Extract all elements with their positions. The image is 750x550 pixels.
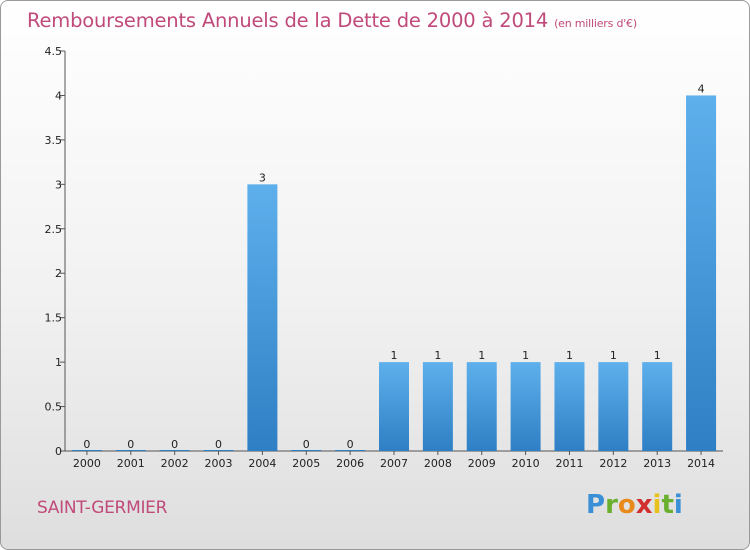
bar-value-label: 3 [259,171,266,184]
x-tick-label: 2004 [248,457,276,470]
bar [115,450,146,451]
bar [159,450,190,451]
x-tick-label: 2003 [205,457,233,470]
x-tick-label: 2000 [73,457,101,470]
y-tick-label: 0.5 [45,401,63,414]
bar-value-label: 0 [303,438,310,451]
bar [291,450,322,451]
x-tick-label: 2001 [117,457,145,470]
bar [422,362,453,451]
bar-value-label: 0 [171,438,178,451]
y-tick-label: 4 [55,89,62,102]
bar-value-label: 1 [391,349,398,362]
x-tick-label: 2013 [643,457,671,470]
y-tick-label: 1.5 [45,312,63,325]
x-tick-label: 2012 [599,457,627,470]
logo-letter: i [652,490,662,520]
bar [642,362,673,451]
bar-value-label: 1 [522,349,529,362]
chart-unit: (en milliers d'€) [554,17,637,30]
bar-value-label: 1 [434,349,441,362]
y-tick-label: 0 [55,445,62,458]
logo-letter: t [661,490,674,520]
y-tick-label: 4.5 [45,45,63,58]
logo-letter: x [635,490,653,520]
chart-title: Remboursements Annuels de la Dette de 20… [27,9,637,32]
y-tick-label: 2.5 [45,223,63,236]
y-tick-label: 3.5 [45,134,63,147]
y-tick-label: 3 [55,178,62,191]
x-tick-label: 2009 [468,457,496,470]
x-tick-label: 2007 [380,457,408,470]
logo-letter: i [673,490,683,520]
y-tick-label: 1 [55,356,62,369]
x-tick-label: 2006 [336,457,364,470]
bar [335,450,366,451]
bar [203,450,234,451]
bar-value-label: 4 [698,82,705,95]
bar [247,184,278,452]
chart-title-text: Remboursements Annuels de la Dette de 20… [27,9,549,32]
bar [379,362,409,451]
bar [554,362,585,451]
bar [686,95,717,451]
x-tick-label: 2014 [687,457,715,470]
x-tick-label: 2008 [424,457,452,470]
bar [598,362,629,451]
logo-letter: r [605,490,618,520]
bar-value-label: 1 [610,349,617,362]
logo-letter: P [586,490,606,520]
bar-value-label: 1 [654,349,661,362]
logo-letter: o [617,490,636,520]
bar [466,362,497,451]
bar-value-label: 1 [566,349,573,362]
place-name: SAINT-GERMIER [37,498,168,518]
bar-value-label: 0 [83,438,90,451]
bar [71,450,102,451]
y-tick-label: 2 [55,267,62,280]
x-tick-label: 2010 [512,457,540,470]
x-tick-label: 2005 [292,457,320,470]
bar-value-label: 0 [347,438,354,451]
proxiti-logo: Proxiti [586,490,683,520]
bar-value-label: 1 [478,349,485,362]
x-tick-label: 2002 [161,457,189,470]
bar-value-label: 0 [215,438,222,451]
x-tick-label: 2011 [555,457,583,470]
bar [510,362,541,451]
bar-value-label: 0 [127,438,134,451]
